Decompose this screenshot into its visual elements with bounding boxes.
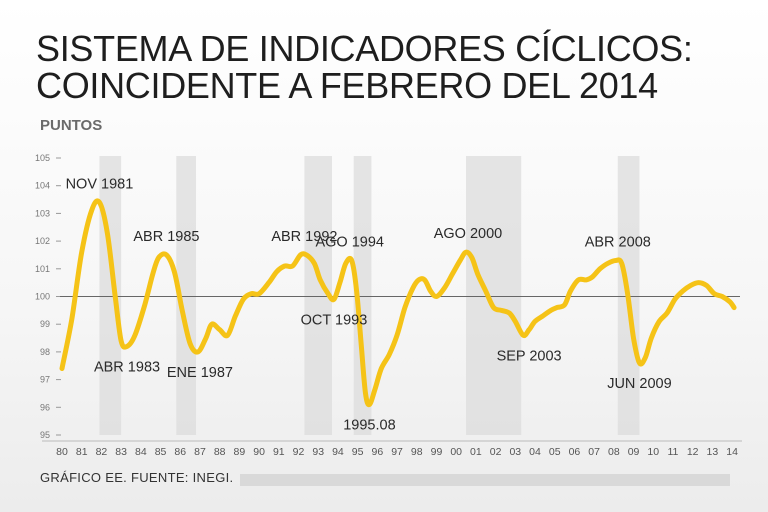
x-tick-label: 80 [56,446,68,458]
annotations: NOV 1981 ABR 1983 ABR 1985 ENE 1987 ABR 1992… [66,176,672,433]
x-tick-label: 90 [253,446,265,458]
peak-trough-label: ABR 1985 [133,229,199,245]
peak-trough-label: ENE 1987 [167,365,233,381]
chart-title-line-1: SISTEMA DE INDICADORES CÍCLICOS: [36,28,693,69]
x-tick-label: 06 [569,446,581,458]
recession-band [99,156,122,435]
x-tick-label: 07 [588,446,600,458]
x-tick-label: 98 [411,446,423,458]
x-tick-label: 85 [155,446,167,458]
peak-trough-label: 1995.08 [343,418,395,434]
recession-band [466,156,522,435]
source-footer: GRÁFICO EE. FUENTE: INEGI. [40,470,234,485]
peak-trough-label: ABR 1983 [94,359,160,375]
x-tick-label: 87 [194,446,206,458]
peak-trough-label: ABR 1992 [271,229,337,245]
x-tick-label: 04 [529,446,541,458]
y-tick-label: 102 [35,236,50,246]
chart-title-line-2: COINCIDENTE A FEBRERO DEL 2014 [36,65,658,106]
x-tick-label: 01 [470,446,482,458]
x-tick-label: 96 [371,446,383,458]
x-tick-label: 10 [647,446,659,458]
y-tick-label: 99 [40,319,50,329]
series-line [59,198,737,408]
footer-bar [240,474,730,486]
x-tick-label: 82 [96,446,108,458]
x-tick-label: 97 [391,446,403,458]
x-tick-label: 89 [234,446,246,458]
x-tick-label: 13 [707,446,719,458]
y-tick-label: 104 [35,181,50,191]
x-tick-label: 95 [352,446,364,458]
peak-trough-label: OCT 1993 [301,312,368,328]
x-tick-label: 14 [726,446,738,458]
y-axis: 95 96 97 98 99 100 101 102 103 104 105 [35,153,61,440]
x-tick-label: 92 [293,446,305,458]
x-tick-label: 09 [628,446,640,458]
recession-band [353,156,372,435]
x-tick-label: 91 [273,446,285,458]
y-axis-label: PUNTOS [40,117,103,134]
y-tick-label: 100 [35,292,50,302]
x-tick-label: 05 [549,446,561,458]
x-tick-label: 84 [135,446,147,458]
peak-trough-label: AGO 1994 [315,234,384,250]
x-axis: 80 81 82 83 84 85 86 87 88 89 90 91 92 93 94 95 96 97 98 99… [42,440,742,458]
x-tick-label: 11 [668,446,679,458]
y-tick-label: 101 [35,264,50,274]
y-tick-label: 95 [40,430,50,440]
x-tick-label: 88 [214,446,226,458]
peak-trough-label: NOV 1981 [66,176,134,192]
peak-trough-label: JUN 2009 [607,376,671,392]
chart-title: SISTEMA DE INDICADORES CÍCLICOS: COINCID… [36,30,693,104]
y-tick-label: 105 [35,153,50,163]
x-tick-label: 94 [332,446,344,458]
x-tick-label: 08 [608,446,620,458]
y-tick-label: 98 [40,347,50,357]
peak-trough-label: SEP 2003 [497,348,562,364]
y-tick-label: 103 [35,208,50,218]
x-tick-label: 03 [509,446,521,458]
peak-trough-label: ABR 2008 [585,234,651,250]
x-tick-label: 99 [431,446,443,458]
x-tick-label: 12 [687,446,699,458]
x-tick-label: 00 [450,446,462,458]
x-tick-label: 81 [76,446,88,458]
x-tick-label: 86 [174,446,186,458]
y-tick-label: 96 [40,402,50,412]
peak-trough-label: AGO 2000 [434,226,503,242]
x-tick-label: 02 [490,446,502,458]
x-tick-label: 83 [115,446,127,458]
x-tick-label: 93 [312,446,324,458]
y-tick-label: 97 [40,375,50,385]
recession-band [176,156,197,435]
